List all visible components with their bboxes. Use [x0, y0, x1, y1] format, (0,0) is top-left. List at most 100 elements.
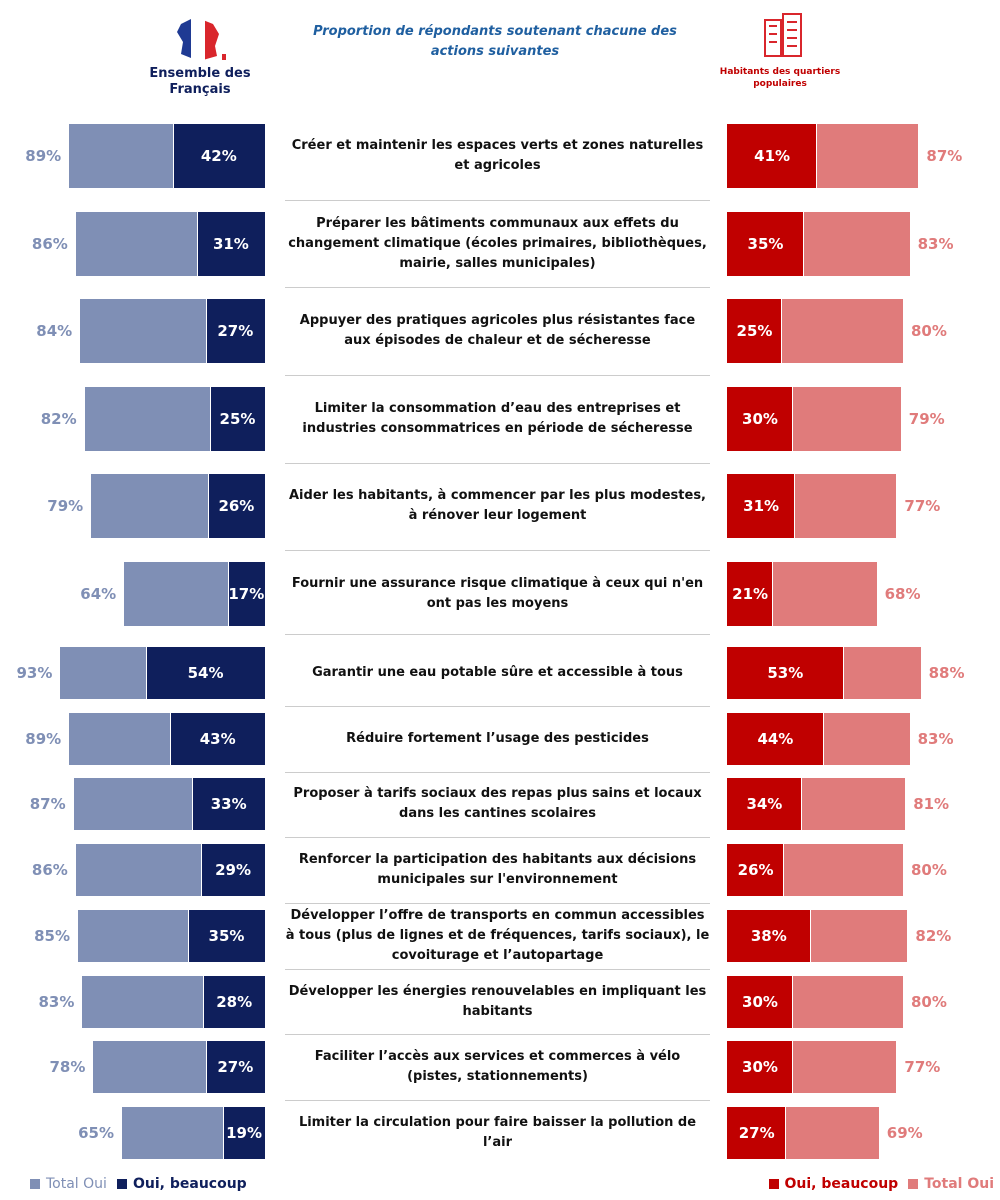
total-value-label: 80% [911, 322, 947, 341]
strong-value-label: 27% [217, 322, 254, 341]
right-group-name: Habitants des quartiers populaires [719, 67, 841, 89]
legend-item: Oui, beaucoup [768, 1174, 899, 1194]
total-value-label: 87% [926, 147, 963, 165]
row-separator [285, 199, 710, 201]
strong-value-label: 31% [743, 497, 780, 516]
bar [205, 299, 265, 364]
legend-swatch [908, 1179, 919, 1189]
strong-value-label: 31% [212, 234, 249, 253]
strong-value-label: 25% [219, 409, 256, 428]
total-value-label: 88% [928, 664, 965, 682]
chart-title: Proportion de répondants soutenant chacu… [313, 24, 677, 59]
row-separator [285, 462, 710, 464]
legend-label: Oui, beaucoup [133, 1176, 247, 1192]
strong-value-label: 42% [200, 147, 237, 165]
bar [223, 1106, 265, 1159]
strong-value-label: 27% [738, 1123, 775, 1142]
strong-value-label: 38% [750, 926, 787, 945]
total-value-label: 86% [31, 234, 68, 253]
category-label: Aider les habitants, à commencer par les… [289, 488, 706, 524]
strong-value-label: 54% [187, 664, 224, 682]
bar [203, 975, 265, 1028]
total-value-label: 78% [49, 1058, 86, 1077]
strong-value-label: 26% [737, 861, 774, 880]
strong-value-label: 34% [746, 795, 783, 814]
bar [146, 647, 265, 699]
strong-value-label: 53% [767, 664, 804, 682]
bar [727, 386, 793, 451]
legend-label: Oui, beaucoup [784, 1176, 899, 1192]
bar [188, 909, 265, 962]
bar [727, 844, 785, 897]
bar [207, 474, 265, 539]
category-label: Préparer les bâtiments communaux aux eff… [288, 215, 707, 271]
strong-value-label: 28% [216, 992, 253, 1011]
bar [727, 712, 824, 765]
total-value-label: 68% [884, 585, 921, 603]
legend-swatch [768, 1179, 779, 1189]
bar [727, 124, 818, 188]
strong-value-label: 33% [210, 795, 247, 814]
bar [727, 975, 793, 1028]
total-value-label: 83% [38, 992, 75, 1011]
legend-swatch [117, 1179, 127, 1189]
category-label: Fournir une assurance risque climatique … [291, 576, 704, 611]
category-label: Renforcer la participation des habitants… [298, 852, 697, 888]
row-separator [285, 968, 710, 970]
category-label: Créer et maintenir les espaces verts et … [291, 138, 704, 173]
row-separator [285, 633, 710, 635]
legend-label: Total Oui [46, 1176, 107, 1192]
category-label: Faciliter l’accès aux services et commer… [314, 1049, 681, 1085]
strong-value-label: 29% [215, 861, 252, 880]
category-label: Limiter la consommation d’eau des entrep… [302, 400, 693, 436]
strong-value-label: 35% [208, 926, 245, 945]
category-label: Limiter la circulation pour faire baisse… [298, 1114, 697, 1150]
left-group-name: Ensemble des Français [149, 66, 251, 97]
total-value-label: 65% [78, 1123, 114, 1142]
strong-value-label: 35% [747, 234, 784, 253]
row-separator [285, 1034, 710, 1036]
strong-value-label: 30% [742, 409, 778, 428]
legend-label: Total Oui [924, 1176, 994, 1192]
total-value-label: 79% [47, 497, 84, 516]
bar [210, 386, 265, 451]
strong-value-label: 17% [228, 585, 265, 603]
bar [727, 299, 782, 364]
category-label: Développer les énergies renouvelables en… [288, 983, 707, 1019]
category-label: Appuyer des pratiques agricoles plus rés… [299, 313, 696, 349]
category-label: Proposer à tarifs sociaux des repas plus… [293, 786, 702, 822]
total-value-label: 85% [34, 926, 70, 945]
row-separator [285, 705, 710, 707]
total-value-label: 83% [917, 729, 954, 748]
row-separator [285, 837, 710, 839]
category-label: Développer l’offre de transports en comm… [285, 907, 710, 963]
building-icon [764, 13, 802, 57]
total-value-label: 79% [908, 409, 945, 428]
strong-value-label: 27% [217, 1058, 254, 1077]
total-value-label: 84% [36, 322, 73, 341]
total-value-label: 89% [25, 147, 62, 165]
row-separator [285, 771, 710, 773]
strong-value-label: 19% [226, 1123, 263, 1142]
right-legend: Oui, beaucoup Total Oui [768, 1174, 994, 1194]
strong-value-label: 26% [218, 497, 255, 516]
strong-value-label: 21% [732, 585, 769, 603]
total-value-label: 87% [29, 795, 66, 814]
bar [727, 1106, 787, 1159]
strong-value-label: 30% [742, 1058, 778, 1077]
strong-value-label: 30% [742, 992, 778, 1011]
strong-value-label: 44% [757, 729, 794, 748]
category-label: Réduire fortement l’usage des pesticides [346, 730, 649, 746]
bar [196, 211, 265, 276]
bar [727, 647, 844, 699]
row-separator [285, 550, 710, 552]
total-value-label: 89% [25, 729, 62, 748]
strong-value-label: 43% [199, 729, 236, 748]
bar [727, 778, 802, 831]
bar [727, 909, 811, 962]
row-separator [285, 287, 710, 289]
bar [170, 712, 265, 765]
france-icon [177, 18, 226, 60]
row-separator [285, 1100, 710, 1102]
